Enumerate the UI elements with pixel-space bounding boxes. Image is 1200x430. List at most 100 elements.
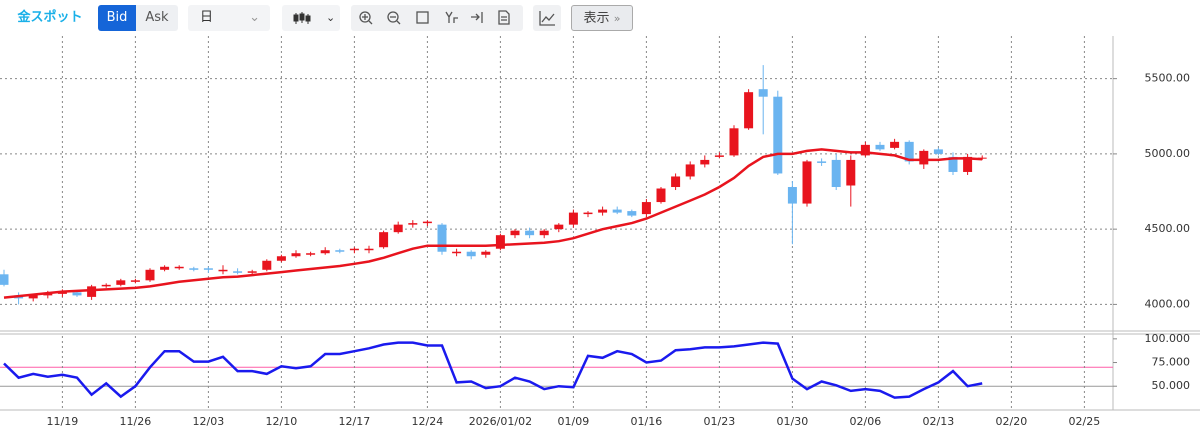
caret: ⌄: [249, 10, 260, 25]
candle-body: [831, 159, 841, 188]
display-button[interactable]: 表示 »: [571, 5, 633, 31]
candle-body: [335, 250, 345, 252]
candle-body: [685, 164, 695, 177]
candle-body: [510, 230, 520, 236]
candle-body: [875, 144, 885, 150]
x-tick-label: 11/19: [47, 415, 79, 428]
svg-text:⌄: ⌄: [326, 11, 335, 24]
indicator-line: [3, 341, 983, 399]
x-tick-label: 01/30: [777, 415, 809, 428]
x-tick-label: 11/26: [120, 415, 152, 428]
candle-body: [948, 156, 958, 172]
candle-body: [612, 209, 622, 213]
y-tick-label: 5500.00: [1145, 72, 1191, 85]
candle-body: [408, 223, 418, 225]
candle-body: [364, 248, 374, 251]
x-tick-label: 02/06: [850, 415, 882, 428]
tool-icons[interactable]: [351, 5, 523, 31]
candle-body: [787, 187, 797, 204]
candle-body: [203, 268, 213, 270]
candle-body: [714, 155, 724, 157]
candle-body: [904, 141, 914, 162]
candle-body: [466, 251, 476, 257]
y-tick-label: 5000.00: [1145, 147, 1191, 160]
x-tick-label: 02/20: [996, 415, 1028, 428]
candle-body: [481, 251, 491, 255]
x-tick-label: 12/03: [193, 415, 225, 428]
candle-body: [963, 156, 973, 172]
y-tick-label: 75.000: [1152, 356, 1191, 369]
candle-body: [933, 149, 943, 154]
chart-type-dropdown[interactable]: ⌄: [282, 5, 340, 31]
candle-body: [860, 144, 870, 156]
candle-body: [773, 96, 783, 174]
display-label: 表示: [583, 11, 610, 26]
candle-body: [28, 295, 38, 299]
candle-icon: ⌄: [293, 11, 335, 24]
candle-body: [744, 92, 754, 129]
candle-body: [758, 89, 768, 97]
candle-body: [72, 292, 82, 296]
candle-body: [218, 269, 228, 272]
x-tick-label: 01/09: [558, 415, 590, 428]
x-tick-label: 01/23: [704, 415, 736, 428]
candle-body: [495, 235, 505, 249]
candle-body: [291, 253, 301, 257]
period-dropdown[interactable]: 日 ⌄: [188, 5, 270, 31]
x-tick-label: 2026/01/02: [469, 415, 532, 428]
symbol-link[interactable]: 金スポット: [17, 10, 83, 25]
candle-body: [276, 256, 286, 261]
y-tick-label: 50.000: [1152, 379, 1191, 392]
candle-body: [116, 280, 126, 285]
candle-body: [656, 188, 666, 203]
y-tick-label: 100.000: [1145, 332, 1191, 345]
period-label: 日: [200, 10, 214, 25]
candle-body: [568, 212, 578, 225]
indicator-button[interactable]: [533, 5, 561, 31]
moving-average-line: [3, 148, 983, 299]
toolbar: 金スポット Bid Ask 日 ⌄ ⌄ 表示 »: [0, 0, 1200, 36]
candle-body: [145, 269, 155, 281]
chart: 4000.00 4500.00 5000.00 5500.00 50.000 75.000…: [0, 36, 1200, 428]
candle-body: [890, 141, 900, 148]
candle-body: [641, 202, 651, 215]
candle-body: [393, 224, 403, 233]
candle-body: [671, 176, 681, 188]
candle-body: [130, 280, 140, 282]
x-tick-label: 12/10: [266, 415, 298, 428]
candle-body: [583, 212, 593, 215]
candle-body: [729, 128, 739, 156]
indicator-icon: [539, 11, 555, 26]
x-tick-label: 12/24: [412, 415, 444, 428]
candle-body: [247, 271, 257, 273]
candle-body: [57, 292, 67, 294]
candle-body: [437, 224, 447, 252]
candle-body: [43, 293, 53, 296]
candle-body: [349, 248, 359, 251]
y-tick-label: 4000.00: [1145, 297, 1191, 310]
candle-body: [262, 260, 272, 270]
candle-body: [700, 159, 710, 165]
candle-body: [598, 209, 608, 213]
candle-body: [379, 232, 389, 248]
candle-body: [539, 230, 549, 236]
x-tick-label: 01/16: [631, 415, 663, 428]
candle-body: [846, 159, 856, 186]
ask-button[interactable]: Ask: [136, 5, 178, 31]
x-tick-label: 12/17: [339, 415, 371, 428]
x-tick-label: 02/25: [1069, 415, 1101, 428]
candle-body: [174, 266, 184, 269]
candle-body: [452, 251, 462, 254]
candle-body: [189, 268, 199, 270]
candle-body: [919, 150, 929, 165]
x-tick-label: 02/13: [923, 415, 955, 428]
bid-button[interactable]: Bid: [98, 5, 136, 31]
y-tick-label: 4500.00: [1145, 222, 1191, 235]
icons: [359, 10, 510, 25]
candle-body: [160, 266, 170, 270]
candle-body: [817, 161, 827, 163]
candle-body: [0, 274, 9, 285]
candle-body: [101, 284, 111, 287]
candle-body: [554, 224, 564, 230]
